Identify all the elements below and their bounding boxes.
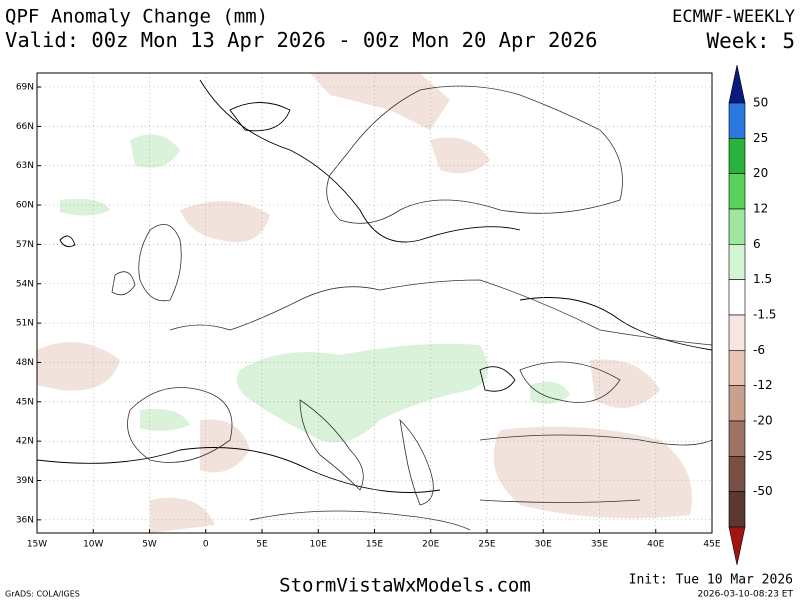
lat-label: 39N [16, 476, 34, 486]
model-name: ECMWF-WEEKLY [672, 7, 795, 27]
lon-label: 15E [366, 540, 383, 550]
colorbar-label: 25 [753, 131, 768, 145]
colorbar-label: 6 [753, 237, 761, 251]
colorbar-segment [728, 173, 746, 210]
lat-label: 63N [16, 161, 34, 171]
colorbar-segment [728, 208, 746, 245]
lon-label: 15W [27, 540, 47, 550]
graticule [37, 73, 712, 533]
colorbar-segment [728, 138, 746, 174]
lon-label: 30E [535, 540, 552, 550]
colorbar-label: -25 [753, 449, 773, 463]
title: QPF Anomaly Change (mm) [5, 6, 268, 28]
wet-anomalies [60, 134, 570, 443]
colorbar-segment [728, 456, 746, 492]
colorbar-label: -20 [753, 414, 773, 428]
init-time: Init: Tue 10 Mar 2026 [629, 573, 793, 588]
lat-label: 69N [16, 83, 34, 93]
valid-time: Valid: 00z Mon 13 Apr 2026 - 00z Mon 20 … [5, 28, 597, 52]
lon-label: 10W [83, 540, 103, 550]
lon-label: 45E [703, 540, 720, 550]
lat-label: 42N [16, 437, 34, 447]
lat-label: 51N [16, 319, 34, 329]
colorbar-label: -1.5 [753, 308, 776, 322]
colorbar-segment [728, 350, 746, 386]
lat-label: 60N [16, 201, 34, 211]
colorbar-label: -50 [753, 484, 773, 498]
lon-label: 5W [142, 540, 157, 550]
colorbar-segment [728, 102, 746, 139]
colorbar-segment [728, 385, 746, 422]
colorbar-label: 50 [753, 96, 768, 110]
lat-label: 54N [16, 279, 34, 289]
lon-label: 35E [591, 540, 608, 550]
colorbar-segment [728, 420, 746, 457]
lon-label: 0 [203, 540, 209, 550]
lon-label: 40E [647, 540, 664, 550]
dry-anomalies [37, 73, 692, 533]
lat-label: 45N [16, 397, 34, 407]
coastlines [111, 85, 713, 531]
colorbar-segment [728, 491, 746, 528]
colorbar-segment [728, 314, 746, 351]
colorbar-cap-bottom [728, 526, 746, 566]
colorbar-label: -12 [753, 378, 773, 392]
lon-label: 20E [422, 540, 439, 550]
grads-credit: GrADS: COLA/IGES [5, 590, 80, 599]
map-panel [36, 72, 713, 534]
lat-label: 36N [16, 515, 34, 525]
lon-label: 5E [256, 540, 268, 550]
colorbar-label: 12 [753, 202, 768, 216]
site-name: StormVistaWxModels.com [279, 575, 531, 597]
week-label: Week: 5 [706, 29, 795, 53]
lat-label: 66N [16, 122, 34, 132]
colorbar: 50 25 20 12 6 1.5 -1.5 -6 -12 -20 -25 -50 [728, 64, 776, 566]
contours [36, 79, 713, 493]
timestamp: 2026-03-10-08:23 ET [697, 590, 793, 600]
lat-label: 57N [16, 240, 34, 250]
colorbar-label: -6 [753, 343, 765, 357]
colorbar-segment [728, 279, 746, 316]
lon-label: 25E [478, 540, 495, 550]
colorbar-cap-top [728, 64, 746, 104]
colorbar-label: 1.5 [753, 272, 772, 286]
lat-label: 48N [16, 358, 34, 368]
lon-label: 10E [310, 540, 327, 550]
colorbar-label: 20 [753, 166, 768, 180]
colorbar-segment [728, 244, 746, 280]
